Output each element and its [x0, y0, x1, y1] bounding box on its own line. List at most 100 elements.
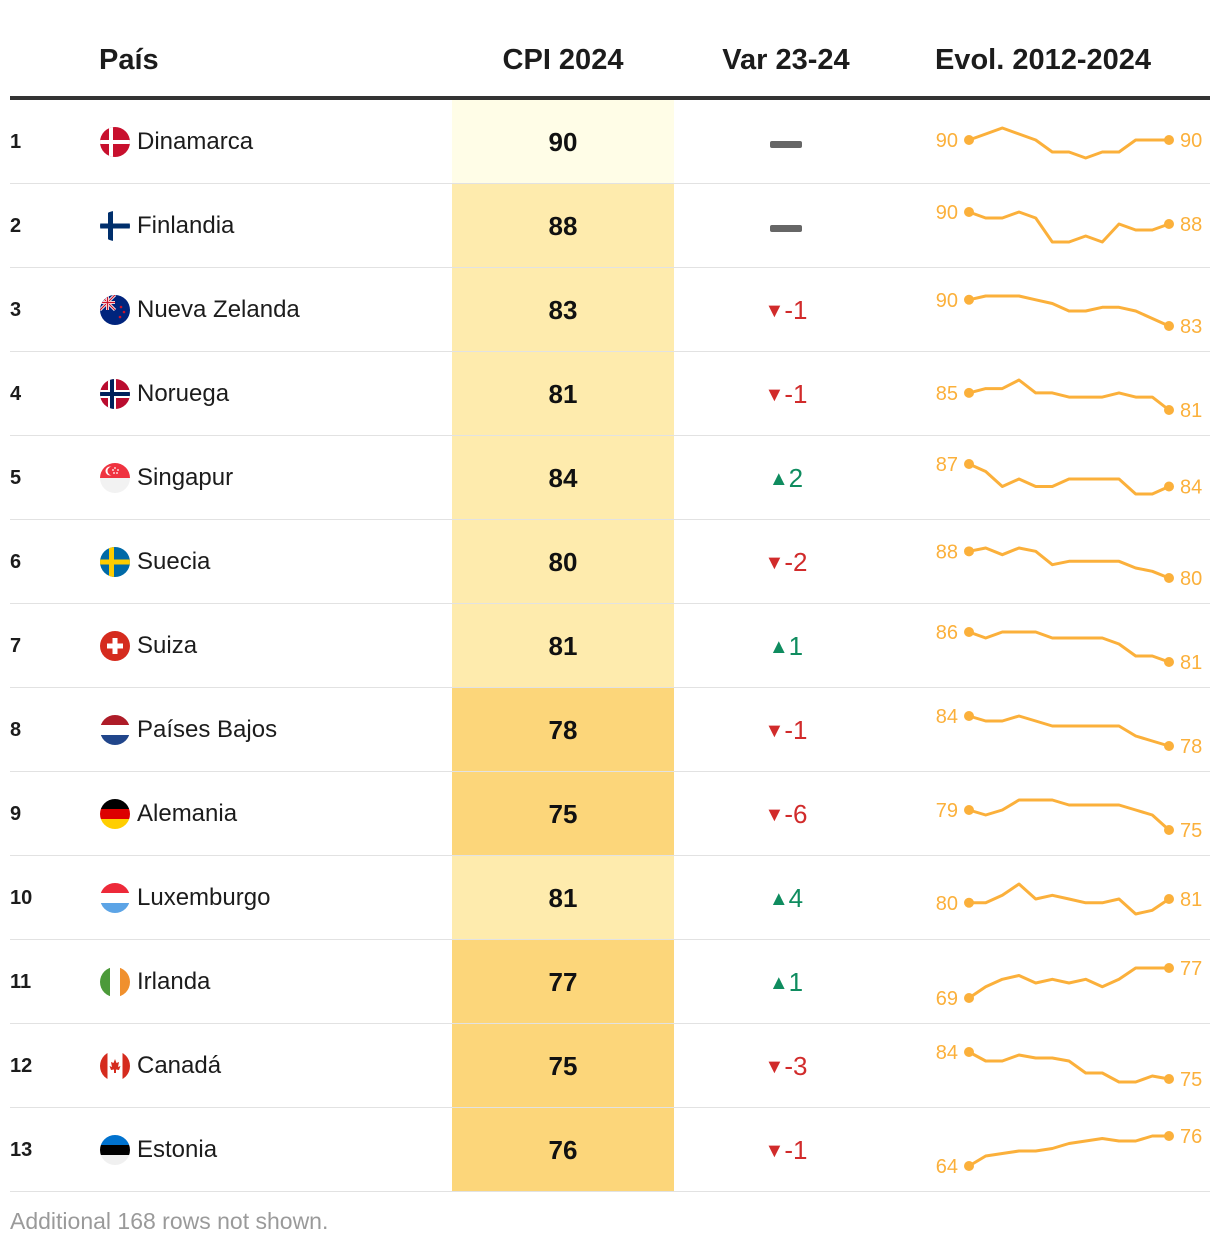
sparkline-end-point — [1164, 573, 1174, 583]
sparkline-start-label: 90 — [936, 202, 958, 224]
flag-nl-icon — [100, 715, 130, 745]
sparkline-end-point — [1164, 1074, 1174, 1084]
sparkline-end-point — [1164, 405, 1174, 415]
sparkline-end-point — [1164, 321, 1174, 331]
triangle-down-icon: ▼ — [764, 300, 785, 322]
rank-cell: 13 — [10, 1139, 33, 1161]
sparkline-start-label: 88 — [936, 541, 958, 563]
sparkline-end-point — [1164, 481, 1174, 492]
variation-cell: ▼-3 — [674, 1024, 898, 1111]
country-name: Noruega — [137, 380, 230, 407]
sparkline-end-point — [1164, 741, 1174, 751]
variation-value: 1 — [788, 631, 804, 661]
sparkline-end-point — [1164, 657, 1174, 667]
table-row: 5 Singapur 84 ▲2 87 84 — [10, 436, 1210, 520]
rank-cell: 10 — [10, 887, 33, 909]
flag-sg-icon — [100, 463, 130, 493]
triangle-down-icon: ▼ — [764, 1140, 785, 1162]
table-row: 10 Luxemburgo 81 ▲4 80 81 — [10, 856, 1210, 940]
sparkline-start-point — [964, 627, 974, 637]
sparkline-path — [968, 294, 1170, 328]
sparkline-end-label: 78 — [1180, 736, 1202, 758]
sparkline-end-label: 88 — [1180, 214, 1202, 236]
country-name: Irlanda — [137, 968, 211, 995]
cpi-score-cell: 75 — [452, 1024, 674, 1107]
flag-fi-icon — [100, 211, 130, 241]
evolution-sparkline: 90 88 — [936, 202, 1202, 244]
sparkline-end-point — [1164, 894, 1174, 904]
sparkline-end-label: 75 — [1180, 1069, 1202, 1091]
evolution-cell: 86 81 — [910, 604, 1220, 693]
evolution-sparkline: 84 78 — [936, 706, 1203, 758]
sparkline-end-point — [1164, 963, 1174, 973]
header-country[interactable]: País — [99, 44, 159, 76]
evolution-sparkline: 85 81 — [936, 378, 1202, 422]
cpi-table: País CPI 2024 Var 23-24 Evol. 2012-2024 … — [10, 0, 1210, 1192]
header-cpi[interactable]: CPI 2024 — [502, 44, 624, 76]
sparkline-end-label: 76 — [1180, 1126, 1202, 1148]
triangle-up-icon: ▲ — [768, 468, 789, 490]
country-name: Singapur — [137, 464, 234, 491]
variation-value: -2 — [784, 547, 808, 577]
country-name: Nueva Zelanda — [137, 296, 300, 323]
sparkline-path — [968, 546, 1170, 580]
evolution-sparkline: 90 83 — [936, 290, 1203, 338]
rank-cell: 8 — [10, 719, 22, 741]
sparkline-end-label: 84 — [1180, 477, 1202, 499]
sparkline-start-point — [964, 993, 974, 1003]
sparkline-path — [968, 714, 1170, 748]
sparkline-start-point — [964, 546, 974, 557]
variation-cell: ▼-2 — [674, 520, 898, 607]
rank-cell: 3 — [10, 299, 22, 321]
country-name: Suiza — [137, 632, 198, 659]
rank-cell: 2 — [10, 215, 22, 237]
no-change-icon — [770, 224, 802, 232]
header-var[interactable]: Var 23-24 — [722, 44, 850, 76]
sparkline-end-label: 81 — [1180, 652, 1202, 674]
evolution-sparkline: 87 84 — [936, 454, 1203, 499]
cpi-score-cell: 88 — [452, 184, 674, 267]
sparkline-path — [968, 1050, 1170, 1084]
evolution-cell: 69 77 — [910, 940, 1220, 1029]
footer-note: Additional 168 rows not shown. — [10, 1208, 329, 1234]
sparkline-start-label: 87 — [936, 454, 958, 476]
table-row: 13 Estonia 76 ▼-1 64 76 — [10, 1108, 1210, 1192]
sparkline-start-point — [964, 1047, 974, 1057]
variation-cell: ▼-1 — [674, 268, 898, 355]
flag-ch-icon — [100, 631, 130, 661]
table-row: 1 Dinamarca 90 90 90 — [10, 100, 1210, 184]
country-name: Finlandia — [137, 212, 235, 239]
sparkline-path — [968, 630, 1170, 664]
rank-cell: 12 — [10, 1055, 33, 1077]
table-row: 4 Noruega 81 ▼-1 85 81 — [10, 352, 1210, 436]
sparkline-start-point — [964, 805, 974, 815]
header-evol[interactable]: Evol. 2012-2024 — [934, 44, 1152, 76]
sparkline-path — [968, 966, 1169, 1000]
table-row: 11 Irlanda 77 ▲1 69 77 — [10, 940, 1210, 1024]
cpi-score-cell: 84 — [452, 436, 674, 519]
country-name: Países Bajos — [137, 716, 278, 743]
variation-cell: ▲1 — [674, 940, 898, 1027]
sparkline-start-label: 90 — [936, 290, 958, 312]
triangle-down-icon: ▼ — [764, 384, 785, 406]
variation-cell: ▼-1 — [674, 352, 898, 439]
country-name: Suecia — [137, 548, 211, 575]
sparkline-end-label: 81 — [1180, 889, 1202, 911]
sparkline-start-label: 90 — [936, 130, 958, 152]
rank-cell: 6 — [10, 551, 22, 573]
cpi-score-cell: 78 — [452, 688, 674, 771]
triangle-up-icon: ▲ — [768, 972, 789, 994]
evolution-sparkline: 88 80 — [936, 541, 1203, 590]
sparkline-end-label: 80 — [1180, 568, 1202, 590]
triangle-down-icon: ▼ — [764, 804, 785, 826]
variation-value: -1 — [784, 295, 808, 325]
flag-nz-icon — [100, 295, 130, 325]
flag-se-icon — [100, 547, 130, 577]
cpi-score-cell: 81 — [452, 352, 674, 435]
table-row: 7 Suiza 81 ▲1 86 81 — [10, 604, 1210, 688]
sparkline-start-label: 84 — [936, 1042, 958, 1064]
variation-value: 4 — [788, 883, 804, 913]
variation-cell: ▲2 — [674, 436, 898, 523]
evolution-cell: 88 80 — [910, 520, 1220, 609]
sparkline-start-label: 80 — [936, 893, 958, 915]
